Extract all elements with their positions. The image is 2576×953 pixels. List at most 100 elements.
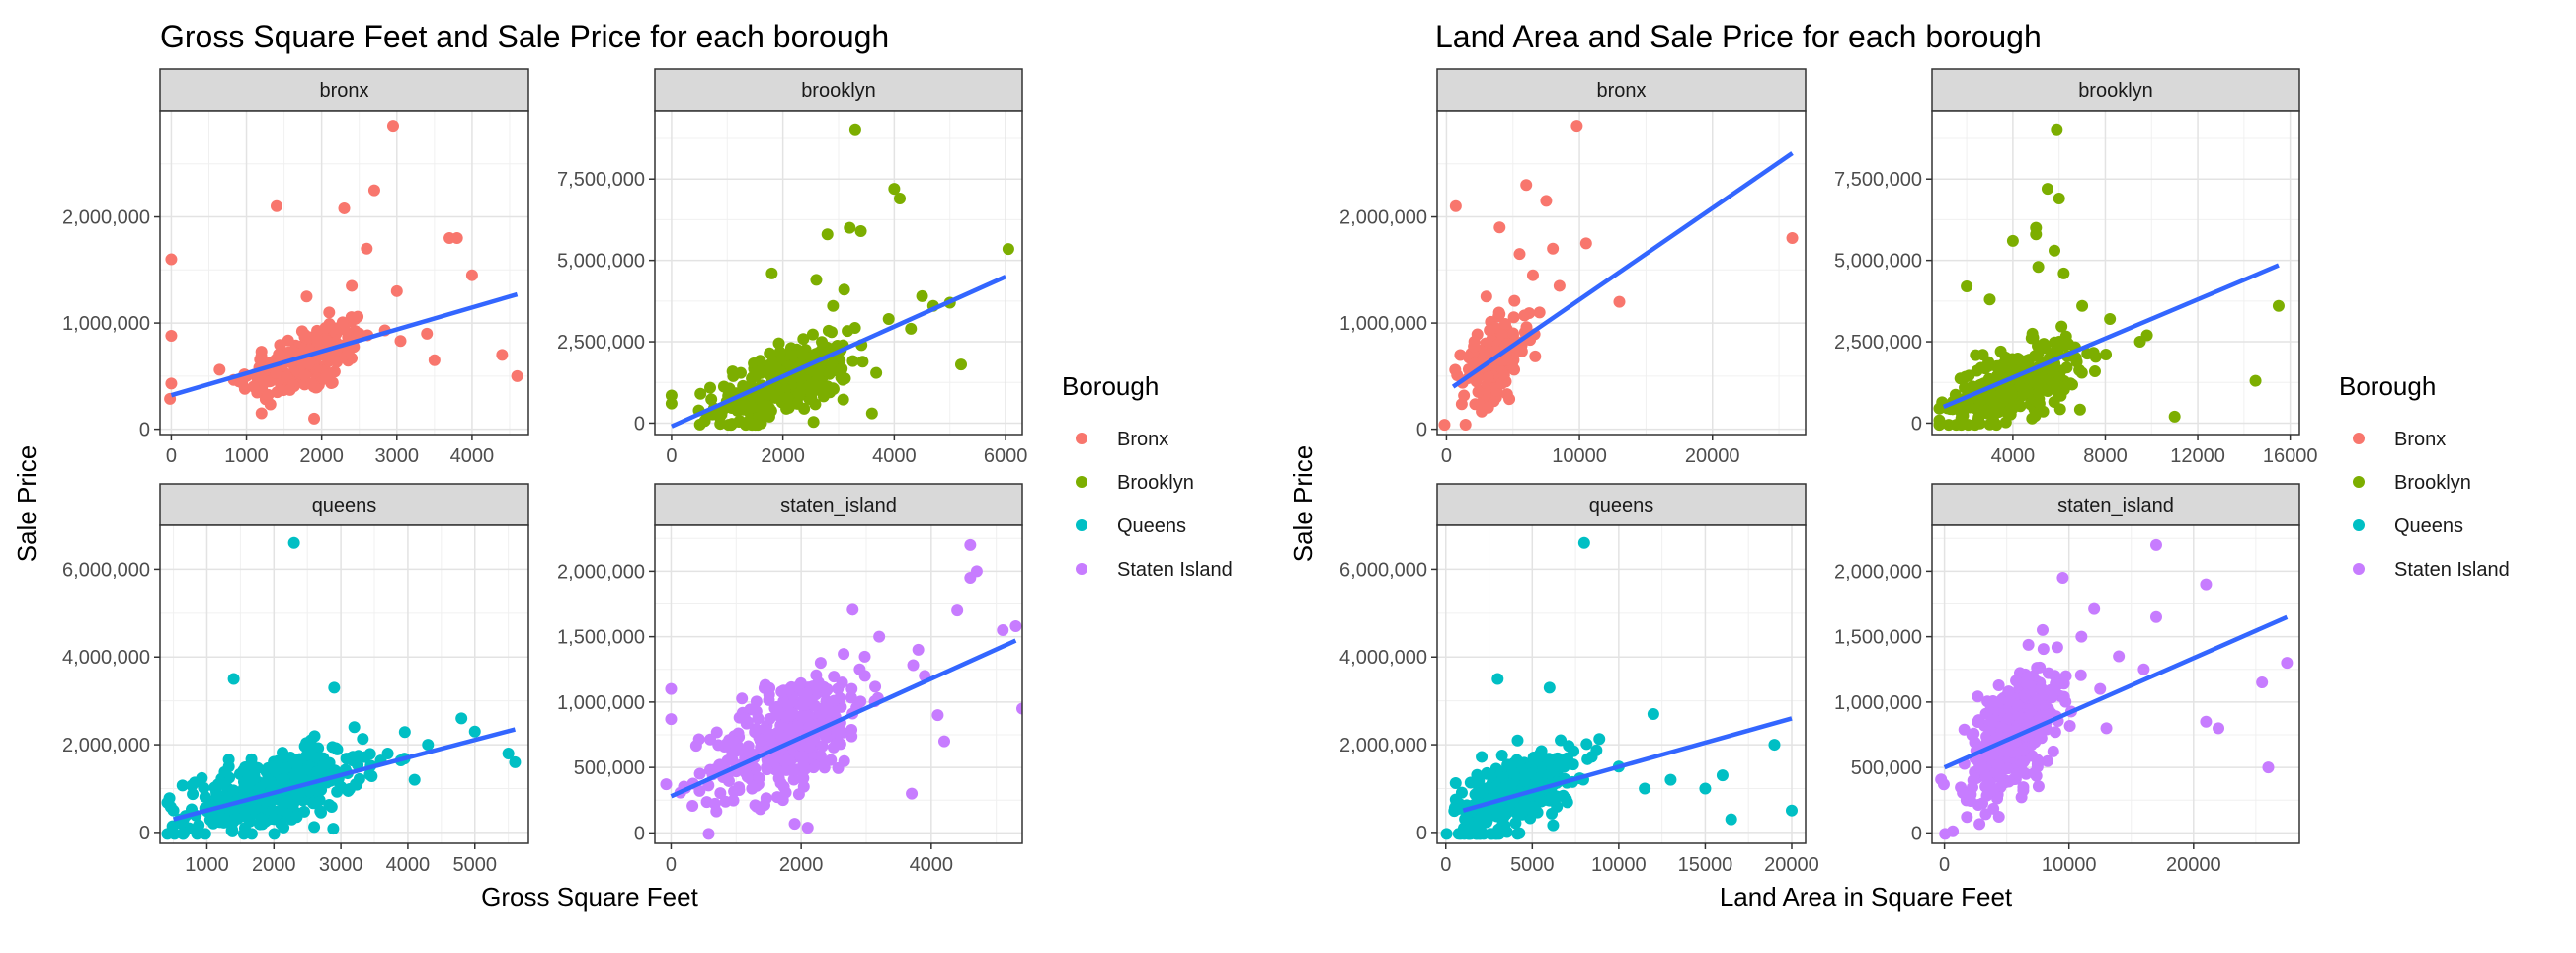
data-point xyxy=(2213,722,2225,735)
x-tick-label: 4000 xyxy=(450,445,495,467)
y-tick-label: 500,000 xyxy=(574,757,645,779)
data-point xyxy=(796,750,809,762)
data-point xyxy=(286,799,299,812)
data-point xyxy=(1954,372,1967,385)
data-point xyxy=(2051,641,2063,654)
data-point xyxy=(1002,243,1014,256)
data-point xyxy=(770,708,783,721)
data-point xyxy=(796,772,809,785)
data-point xyxy=(726,754,739,767)
trend-line xyxy=(1942,263,2280,410)
data-point xyxy=(323,306,336,319)
x-tick-label: 0 xyxy=(1939,854,1950,876)
x-tick-label: 0 xyxy=(1441,445,1452,467)
x-tick-label: 10000 xyxy=(1591,854,1647,876)
y-tick-label: 0 xyxy=(1911,413,1922,435)
data-point xyxy=(1957,786,1970,799)
data-point xyxy=(1526,269,1539,281)
data-point xyxy=(2149,538,2162,551)
data-point xyxy=(1579,237,1592,250)
data-point xyxy=(1768,739,1781,752)
data-point xyxy=(468,725,481,738)
data-point xyxy=(888,183,901,196)
data-point xyxy=(821,683,834,696)
grid xyxy=(1437,111,1806,435)
facet-staten-island: staten_island 0 10000 20000 0 500,000 1,000,00… xyxy=(1834,483,2300,876)
facet-brooklyn: brooklyn 4000 8000 12000 16000 0 2,500,000 5,00… xyxy=(1834,68,2318,467)
data-point xyxy=(665,682,678,695)
data-point xyxy=(2021,676,2034,689)
data-point xyxy=(311,324,324,337)
data-point xyxy=(1970,349,1982,361)
data-point xyxy=(1988,783,2001,796)
facet-strip xyxy=(159,483,529,526)
x-tick-label: 0 xyxy=(666,854,677,876)
data-point xyxy=(865,407,878,420)
data-point xyxy=(2039,342,2052,355)
data-point xyxy=(825,326,838,339)
data-point xyxy=(702,828,715,840)
x-tick-label: 2000 xyxy=(299,445,344,467)
data-point xyxy=(1497,368,1510,381)
data-point xyxy=(906,787,919,800)
y-tick-label: 1,000,000 xyxy=(557,692,645,714)
data-point xyxy=(787,773,800,786)
data-point xyxy=(848,123,861,136)
data-point xyxy=(1980,407,1993,420)
data-point xyxy=(2200,715,2213,728)
y-tick-label: 5,000,000 xyxy=(1834,251,1922,273)
trend-line xyxy=(1451,151,1794,389)
data-point xyxy=(2073,403,2086,416)
data-point xyxy=(1449,776,1462,789)
data-point xyxy=(705,393,718,406)
data-point xyxy=(1725,813,1737,826)
data-point xyxy=(1495,329,1508,342)
facet-strip-label: bronx xyxy=(1596,80,1646,102)
trend-line xyxy=(1943,614,2289,770)
data-point xyxy=(255,407,268,420)
data-point xyxy=(2104,312,2117,325)
legend-left: Borough Bronx Brooklyn Queens Staten Island xyxy=(1062,371,1233,581)
data-point xyxy=(1976,797,1989,810)
data-point xyxy=(367,184,380,197)
data-point xyxy=(187,788,200,801)
data-point xyxy=(1547,242,1560,255)
data-point xyxy=(742,744,755,756)
data-point xyxy=(787,763,800,776)
data-point xyxy=(303,784,316,797)
data-point xyxy=(710,726,723,739)
data-point xyxy=(838,648,850,661)
facet-queens: queens 1000 2000 3000 4000 5000 0 2,000,000 4,00… xyxy=(62,483,529,876)
data-point xyxy=(211,778,224,791)
data-point xyxy=(2032,756,2045,769)
data-point xyxy=(1516,805,1529,818)
x-axis-label: Land Area in Square Feet xyxy=(1720,882,2013,912)
data-point xyxy=(408,773,421,786)
data-point xyxy=(2004,363,2017,376)
data-point xyxy=(1786,232,1799,245)
data-point xyxy=(712,739,725,752)
x-tick-label: 5000 xyxy=(452,854,497,876)
data-point xyxy=(1555,734,1568,747)
data-point xyxy=(1532,775,1545,788)
data-point xyxy=(268,828,281,840)
data-point xyxy=(794,676,807,689)
data-point xyxy=(731,404,744,417)
facet-strip-label: staten_island xyxy=(780,495,897,516)
x-tick-label: 3000 xyxy=(319,854,363,876)
data-point xyxy=(2001,762,2014,775)
data-point xyxy=(357,733,369,746)
y-tick-label: 2,000,000 xyxy=(1834,561,1922,583)
data-point xyxy=(227,673,240,685)
data-point xyxy=(1503,393,1516,406)
data-point xyxy=(1498,317,1511,330)
panel-border xyxy=(1436,524,1807,844)
data-point xyxy=(268,813,281,826)
x-tick-label: 16000 xyxy=(2263,445,2318,467)
data-point xyxy=(1613,295,1626,308)
data-point xyxy=(734,366,747,379)
facet-strip xyxy=(1931,483,2300,526)
data-point xyxy=(509,755,522,768)
data-point xyxy=(1511,828,1524,840)
